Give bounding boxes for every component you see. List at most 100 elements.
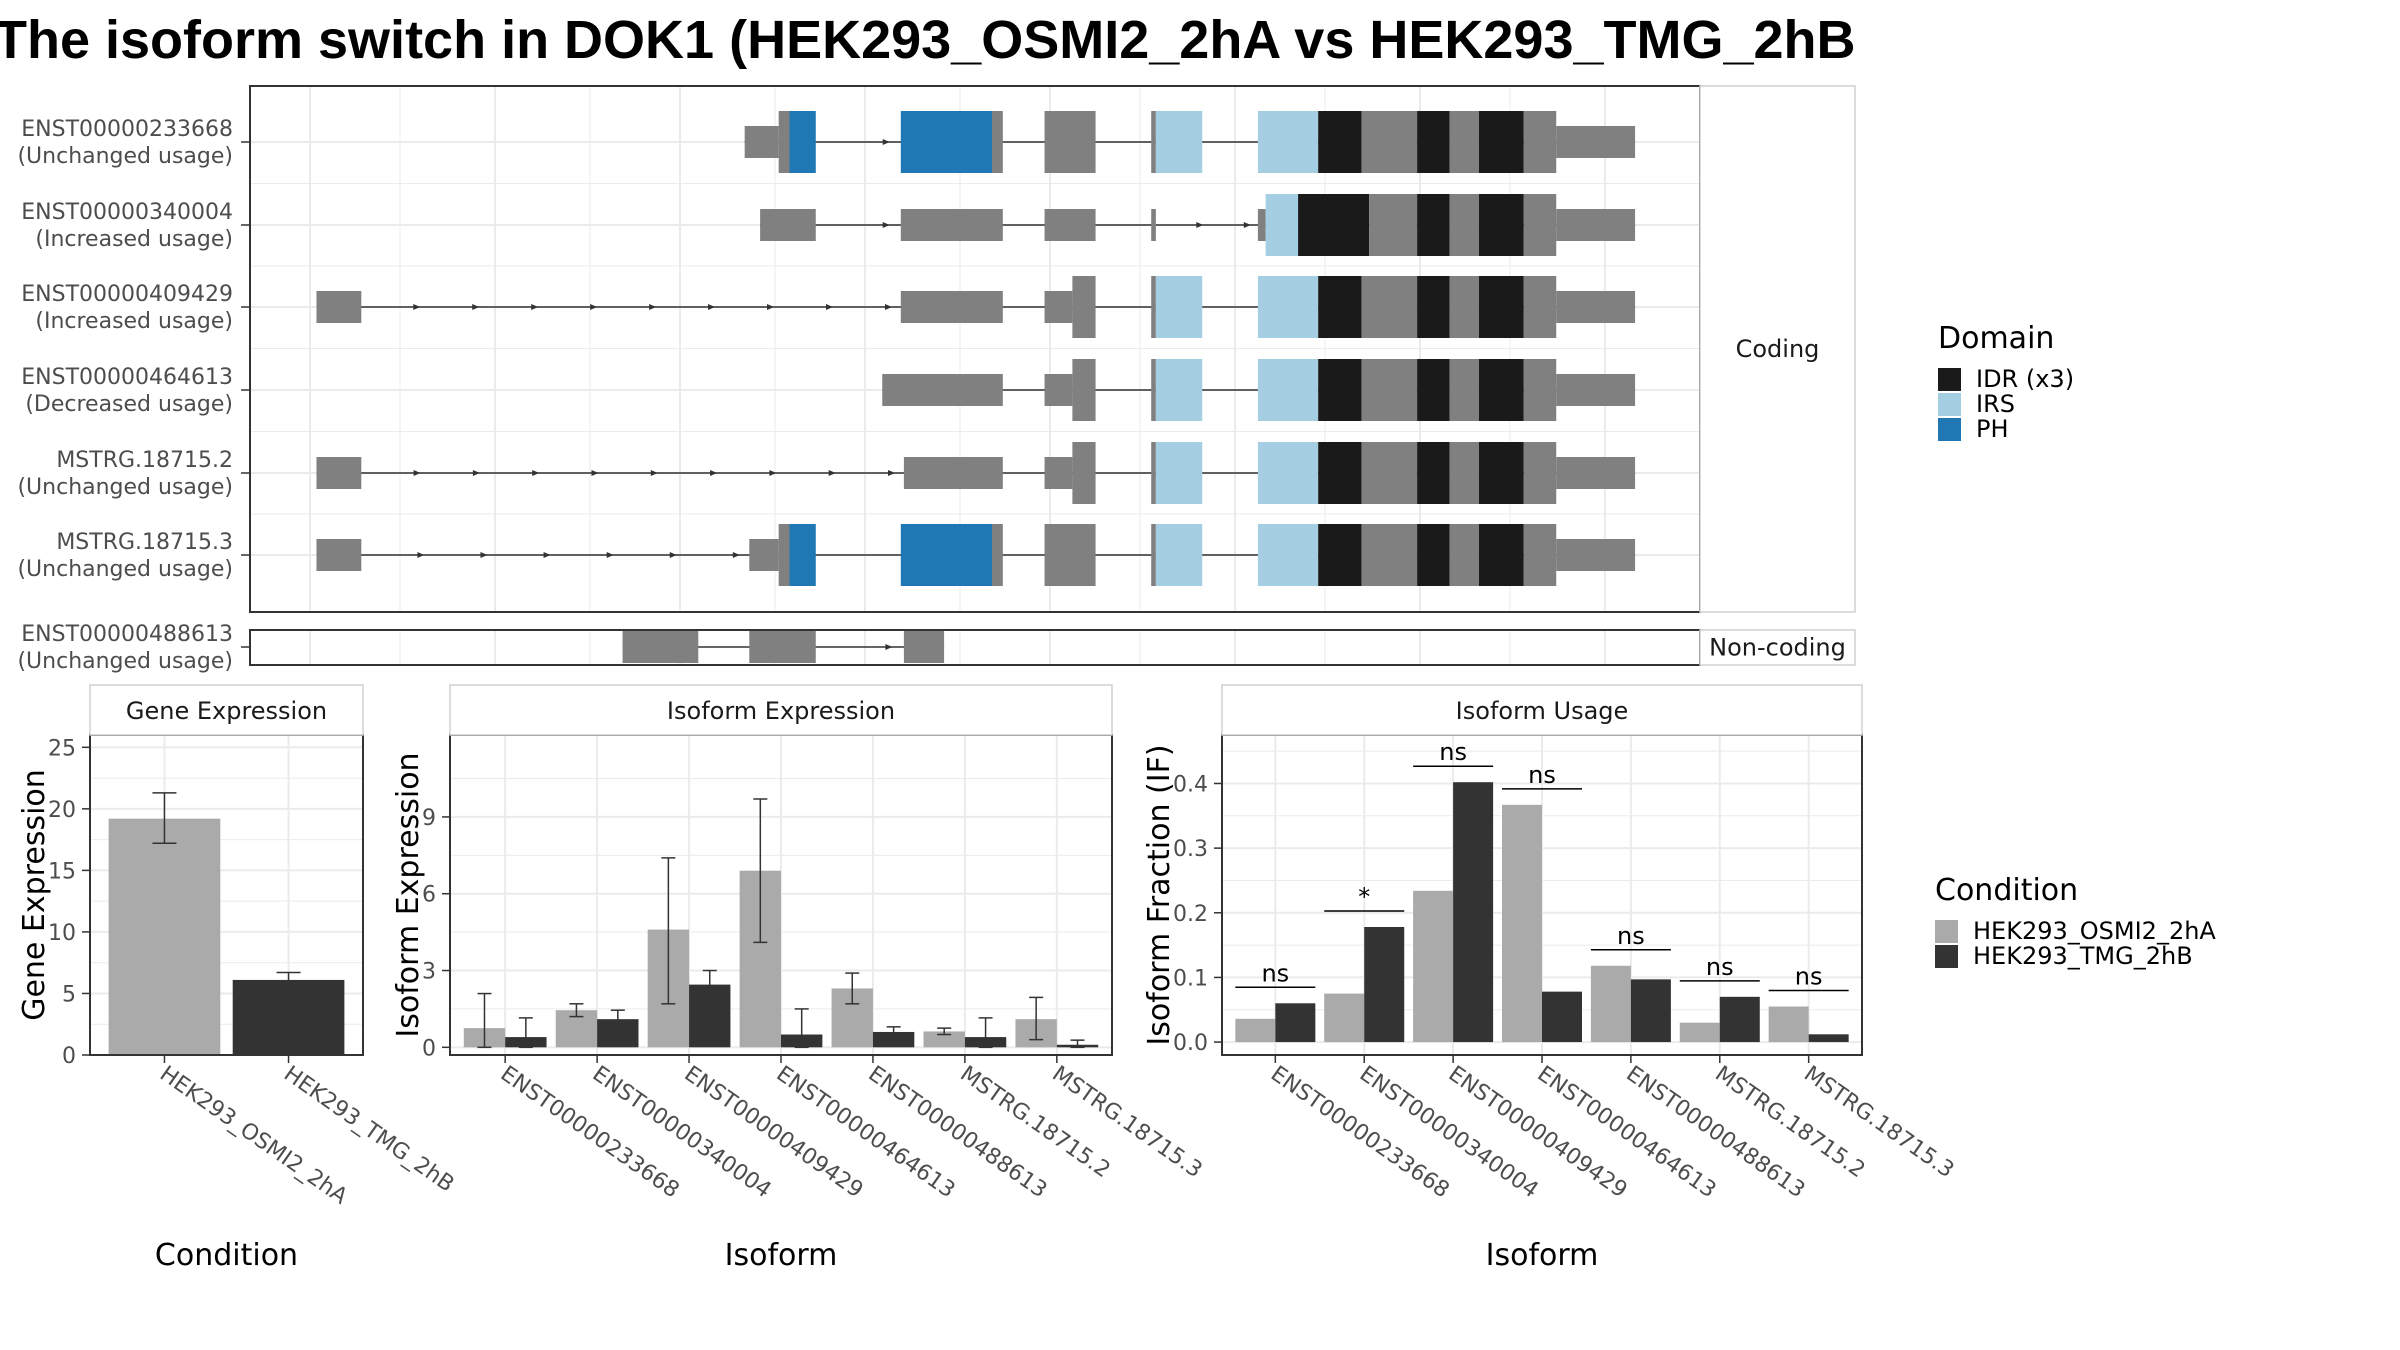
facet-strip-title: Isoform Usage	[1456, 697, 1629, 725]
intron-arrow	[885, 644, 893, 650]
coding-strip-label: Coding	[1736, 335, 1820, 363]
domain-segment-IDR	[1318, 524, 1362, 586]
transcript-usage-label: (Unchanged usage)	[17, 649, 233, 674]
facet-strip-title: Gene Expression	[126, 697, 327, 725]
exon-segment	[1044, 209, 1096, 241]
exon-segment	[749, 631, 816, 663]
transcript-usage-label: (Increased usage)	[35, 227, 233, 252]
exon-segment	[882, 374, 1003, 406]
bar-ENST00000409429-HEK293_OSMI2_2hA	[1413, 890, 1454, 1043]
intron-arrow	[887, 470, 895, 476]
exon-segment	[1523, 442, 1557, 504]
intron-arrow	[650, 470, 658, 476]
domain-segment-IDR	[1318, 442, 1362, 504]
exon-segment	[1361, 111, 1418, 173]
transcript-id-label: ENST00000233668	[21, 117, 233, 142]
domain-legend-label-IDR: IDR (x3)	[1976, 365, 2074, 393]
exon-segment	[1361, 276, 1418, 338]
exon-segment	[1369, 194, 1418, 256]
intron-arrow	[480, 552, 488, 558]
exon-segment	[1556, 209, 1636, 241]
exon-segment	[760, 209, 816, 241]
exon-segment	[1556, 539, 1636, 571]
exon-segment	[1044, 111, 1096, 173]
transcript-ENST00000488613	[622, 631, 945, 663]
chart-isoform-expression: Isoform Expression0369ENST00000233668ENS…	[391, 684, 1206, 1273]
exon-segment	[1151, 442, 1156, 504]
domain-segment-IRS	[1155, 276, 1203, 338]
exon-segment	[903, 457, 1003, 489]
transcript-usage-label: (Decreased usage)	[25, 392, 233, 417]
intron-arrow	[732, 552, 740, 558]
intron-arrow	[606, 552, 614, 558]
domain-segment-IDR	[1478, 442, 1524, 504]
condition-legend-swatch-cond_a	[1935, 920, 1958, 943]
exon-segment	[1257, 209, 1266, 241]
transcript-ENST00000340004	[760, 194, 1636, 256]
domain-segment-IDR	[1298, 194, 1370, 256]
significance-label: ns	[1706, 953, 1734, 981]
exon-segment	[1151, 276, 1156, 338]
domain-segment-IRS	[1257, 524, 1319, 586]
exon-segment	[778, 111, 790, 173]
facet-strip-title: Isoform Expression	[667, 697, 895, 725]
exon-segment	[1151, 524, 1156, 586]
bar-HEK293_TMG_2hB	[232, 979, 345, 1055]
domain-legend-swatch-PH	[1938, 418, 1961, 441]
significance-label: ns	[1261, 959, 1289, 987]
exon-segment	[1044, 524, 1096, 586]
y-tick-label: 5	[62, 982, 76, 1007]
transcript-usage-label: (Unchanged usage)	[17, 557, 233, 582]
significance-label: *	[1358, 883, 1370, 911]
transcript-id-label: ENST00000409429	[21, 282, 233, 307]
noncoding-strip	[1699, 629, 1856, 666]
domain-legend-swatch-IDR	[1938, 368, 1961, 391]
exon-segment	[744, 126, 779, 158]
intron-arrow	[769, 470, 777, 476]
bar-ENST00000488613-HEK293_TMG_2hB	[872, 1031, 915, 1048]
exon-segment	[1044, 374, 1073, 406]
exon-segment	[1449, 524, 1479, 586]
transcript-id-label: ENST00000340004	[21, 200, 233, 225]
bar-MSTRG.18715.3-HEK293_TMG_2hB	[1808, 1034, 1849, 1043]
exon-segment	[1151, 209, 1156, 241]
exon-segment	[1449, 276, 1479, 338]
y-tick-label: 20	[48, 798, 76, 823]
exon-segment	[903, 631, 945, 663]
significance-label: ns	[1617, 922, 1645, 950]
x-tick-label: MSTRG.18715.2	[1710, 1061, 1869, 1183]
y-tick-label: 6	[422, 883, 436, 908]
intron-arrow	[532, 470, 540, 476]
noncoding-panel-background	[250, 630, 1700, 665]
transcript-id-label: ENST00000464613	[21, 365, 233, 390]
domain-segment-IRS	[1155, 111, 1203, 173]
intron-arrow	[708, 304, 716, 310]
transcript-structure-panel: ENST00000233668 (Unchanged usage) ENST0000…	[17, 85, 1856, 674]
exon-segment	[1523, 524, 1557, 586]
domain-segment-IDR	[1318, 359, 1362, 421]
domain-segment-IRS	[1257, 442, 1319, 504]
condition-legend-label-cond_b: HEK293_TMG_2hB	[1973, 942, 2193, 970]
exon-segment	[1449, 359, 1479, 421]
y-tick-label: 0.4	[1173, 772, 1208, 797]
domain-segment-PH	[900, 111, 993, 173]
domain-legend-label-IRS: IRS	[1976, 390, 2015, 418]
y-tick-label: 15	[48, 859, 76, 884]
y-tick-label: 0	[62, 1044, 76, 1069]
exon-segment	[1044, 291, 1073, 323]
coding-strip	[1699, 85, 1856, 613]
intron-arrow	[591, 470, 599, 476]
bar-ENST00000409429-HEK293_TMG_2hB	[1453, 782, 1494, 1043]
domain-segment-IRS	[1257, 276, 1319, 338]
bar-ENST00000340004-HEK293_TMG_2hB	[1364, 927, 1405, 1043]
intron-arrow	[413, 304, 421, 310]
exon-segment	[1151, 359, 1156, 421]
bar-MSTRG.18715.2-HEK293_OSMI2_2hA	[923, 1031, 965, 1048]
domain-segment-IDR	[1417, 111, 1450, 173]
intron-arrow	[884, 304, 892, 310]
exon-segment	[1044, 457, 1073, 489]
domain-segment-PH	[789, 524, 816, 586]
condition-legend-title: Condition	[1935, 873, 2078, 908]
domain-segment-IDR	[1478, 524, 1524, 586]
domain-legend-swatch-IRS	[1938, 393, 1961, 416]
